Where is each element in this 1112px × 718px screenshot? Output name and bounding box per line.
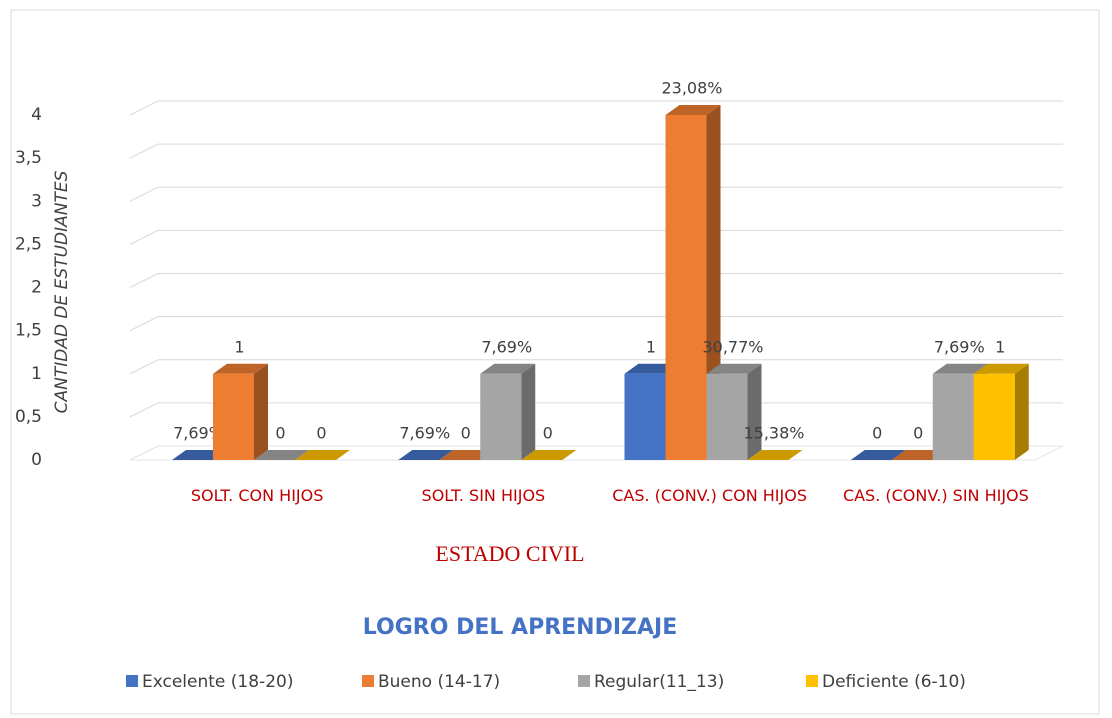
bar-top (521, 450, 577, 460)
bar-front (706, 373, 748, 460)
data-label: 7,69% (934, 337, 985, 356)
legend-swatch (806, 675, 818, 687)
legend-label: Regular(11_13) (594, 672, 724, 692)
legend-swatch (126, 675, 138, 687)
legend-swatch (362, 675, 374, 687)
data-label: 0 (913, 424, 923, 443)
y-tick-label: 2,5 (15, 234, 42, 254)
bar-top (932, 363, 988, 374)
x-tick-label: CAS. (CONV.) SIN HIJOS (842, 486, 1029, 505)
grid-line (129, 359, 1063, 375)
bar (480, 363, 536, 460)
bar (254, 450, 309, 460)
data-label: 1 (234, 337, 244, 356)
y-tick-label: 3 (31, 191, 42, 211)
data-label: 7,69% (173, 424, 224, 443)
bar-front (624, 373, 666, 460)
grid-line (129, 229, 1063, 245)
y-axis-title: CANTIDAD DE ESTUDIANTES (52, 170, 72, 413)
bar-top (973, 363, 1029, 374)
y-tick-label: 0,5 (15, 407, 42, 427)
data-label: 0 (316, 424, 326, 443)
y-tick-label: 0 (31, 450, 42, 470)
legend-title: LOGRO DEL APRENDIZAJE (363, 615, 677, 640)
bar-side (747, 363, 762, 460)
bar-top (747, 450, 803, 460)
bar (850, 450, 906, 460)
data-label: 0 (872, 424, 882, 443)
bar (706, 363, 762, 460)
bar (747, 450, 803, 460)
data-label: 7,69% (399, 424, 450, 443)
bar-top (850, 450, 906, 460)
grid-line (129, 402, 1063, 418)
legend-swatch (578, 675, 590, 687)
bar-front (665, 115, 707, 460)
legend-label: Deficiente (6-10) (822, 672, 966, 692)
data-label: 0 (543, 424, 553, 443)
y-tick-label: 4 (31, 105, 42, 125)
bar-front (480, 373, 522, 460)
data-label: 23,08% (661, 79, 722, 98)
y-tick-label: 1 (31, 364, 42, 384)
bar (295, 450, 350, 460)
data-label: 1 (995, 337, 1005, 356)
bar-side (1014, 363, 1029, 460)
bar (398, 450, 454, 460)
x-tick-label: SOLT. SIN HIJOS (421, 486, 546, 505)
grid-line (129, 100, 1063, 116)
bar-front (213, 373, 254, 460)
grid-line (129, 273, 1063, 288)
data-label: 15,38% (743, 424, 804, 443)
bar-top (398, 450, 454, 460)
bar-side (254, 363, 268, 460)
bar-top (665, 105, 721, 115)
legend-label: Bueno (14-17) (378, 672, 500, 692)
y-tick-label: 2 (31, 278, 42, 298)
data-label: 0 (461, 424, 471, 443)
grid-line (129, 316, 1063, 332)
y-tick-label: 3,5 (15, 148, 42, 168)
x-tick-label: SOLT. CON HIJOS (190, 486, 324, 505)
bar-side (521, 363, 536, 460)
grid-line (129, 186, 1063, 202)
data-label: 30,77% (702, 337, 763, 356)
y-tick-label: 1,5 (15, 321, 42, 341)
bar-top (480, 363, 536, 374)
x-tick-label: CAS. (CONV.) CON HIJOS (612, 486, 807, 505)
grid-line (129, 143, 1063, 159)
bar-top (254, 450, 309, 460)
data-label: 1 (646, 337, 656, 356)
bar (213, 363, 268, 460)
data-label: 0 (275, 424, 285, 443)
bar-top (295, 450, 350, 460)
bar-front (932, 373, 974, 460)
bar-front (973, 373, 1015, 460)
bar (521, 450, 577, 460)
data-label: 7,69% (481, 337, 532, 356)
bar-top (213, 363, 268, 374)
legend-label: Excelente (18-20) (142, 672, 293, 692)
bar-top (706, 363, 762, 374)
x-axis-title: ESTADO CIVIL (435, 541, 584, 566)
bar (973, 363, 1029, 460)
chart-border (10, 9, 1100, 715)
